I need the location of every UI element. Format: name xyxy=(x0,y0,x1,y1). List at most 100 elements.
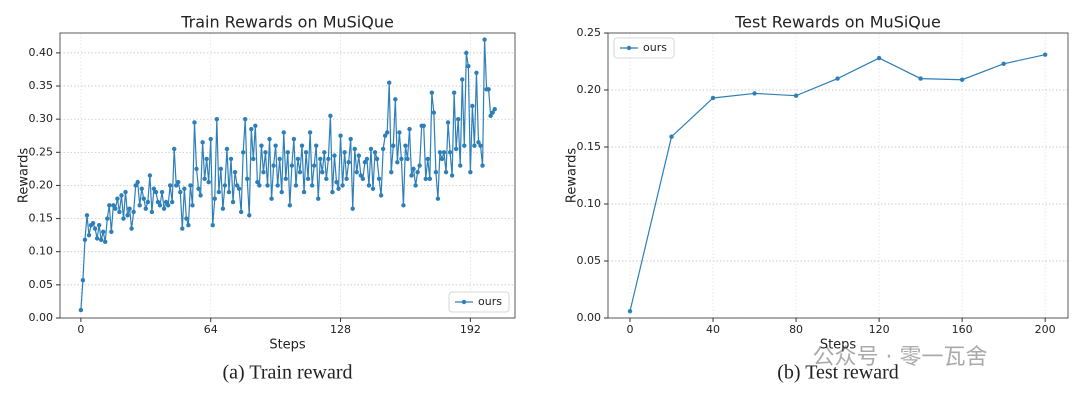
data-point xyxy=(92,226,98,231)
data-point xyxy=(103,239,108,244)
y-axis-label: Rewards xyxy=(17,148,32,203)
data-point xyxy=(279,189,284,195)
data-point xyxy=(236,186,242,191)
data-point xyxy=(417,163,422,168)
data-point xyxy=(153,189,159,195)
data-point xyxy=(328,113,333,119)
data-point xyxy=(482,37,487,42)
data-point xyxy=(439,156,445,162)
data-point xyxy=(344,176,349,182)
data-point xyxy=(123,189,128,195)
data-point xyxy=(462,143,467,148)
data-point xyxy=(326,156,331,162)
data-point xyxy=(212,196,217,201)
data-point xyxy=(959,77,965,82)
data-point xyxy=(101,229,106,235)
data-point xyxy=(105,216,110,221)
data-point xyxy=(918,76,923,81)
data-point xyxy=(435,196,441,201)
data-point xyxy=(299,143,305,148)
data-point xyxy=(488,113,493,119)
data-point xyxy=(210,223,215,228)
data-point xyxy=(431,110,437,115)
data-point xyxy=(460,77,465,82)
data-point xyxy=(318,156,323,162)
x-tick-label: 0 xyxy=(627,323,634,336)
data-point xyxy=(216,189,222,195)
chart-title: Train Rewards on MuSiQue xyxy=(180,13,394,32)
data-point xyxy=(196,186,201,191)
data-point xyxy=(336,186,341,191)
data-point xyxy=(362,160,368,165)
data-point xyxy=(352,146,357,152)
data-point xyxy=(230,199,236,205)
data-point xyxy=(119,193,124,198)
data-line xyxy=(629,54,1046,312)
data-point xyxy=(139,186,144,191)
data-point xyxy=(382,133,388,138)
x-tick-label: 120 xyxy=(869,323,890,336)
data-point xyxy=(334,179,339,185)
data-point xyxy=(137,203,142,208)
legend-box xyxy=(613,37,675,59)
data-point xyxy=(478,143,483,148)
data-point xyxy=(90,221,96,226)
data-point xyxy=(206,179,211,185)
data-point xyxy=(253,123,258,128)
data-point xyxy=(492,107,497,112)
x-tick-label: 128 xyxy=(330,323,351,336)
data-point xyxy=(441,150,447,155)
data-point xyxy=(232,169,238,175)
legend-box xyxy=(448,291,510,313)
data-point xyxy=(356,153,362,158)
data-point xyxy=(287,203,293,208)
data-point xyxy=(350,206,355,211)
plot-frame xyxy=(607,32,1069,319)
data-point xyxy=(291,136,297,142)
x-tick-label: 160 xyxy=(952,323,973,336)
data-point xyxy=(330,189,335,195)
data-point xyxy=(167,183,173,188)
data-point xyxy=(113,206,118,211)
data-point xyxy=(240,150,246,155)
data-point xyxy=(174,183,179,188)
data-point xyxy=(876,55,882,61)
data-point xyxy=(117,209,122,215)
data-point xyxy=(190,203,195,208)
data-point xyxy=(186,223,191,228)
data-point xyxy=(220,206,226,211)
data-point xyxy=(399,156,404,162)
data-point xyxy=(437,150,443,155)
data-point xyxy=(275,183,280,188)
x-tick-label: 200 xyxy=(1035,323,1056,336)
data-point xyxy=(385,130,390,135)
y-tick-label: 0.10 xyxy=(29,245,54,258)
data-point xyxy=(147,173,153,178)
data-point xyxy=(157,203,163,208)
data-point xyxy=(169,199,175,205)
data-point xyxy=(451,90,457,95)
data-point xyxy=(387,80,392,85)
legend-marker xyxy=(461,299,467,305)
y-tick-label: 0.10 xyxy=(577,197,602,210)
data-point xyxy=(135,179,140,185)
data-point xyxy=(627,308,633,314)
data-point xyxy=(257,183,262,188)
data-point xyxy=(194,166,199,172)
data-point xyxy=(131,209,136,215)
data-point xyxy=(370,186,376,191)
data-point xyxy=(107,203,112,208)
data-point xyxy=(403,143,408,148)
x-axis-label: Steps xyxy=(820,338,857,353)
y-tick-label: 0.05 xyxy=(577,254,602,267)
data-point xyxy=(456,116,461,122)
data-point xyxy=(346,160,351,165)
data-point xyxy=(281,130,286,135)
data-point xyxy=(380,146,386,152)
data-point xyxy=(1042,52,1048,57)
data-point xyxy=(340,183,345,188)
data-point xyxy=(188,183,193,188)
data-point xyxy=(234,183,240,188)
legend-label: ours xyxy=(478,295,502,308)
